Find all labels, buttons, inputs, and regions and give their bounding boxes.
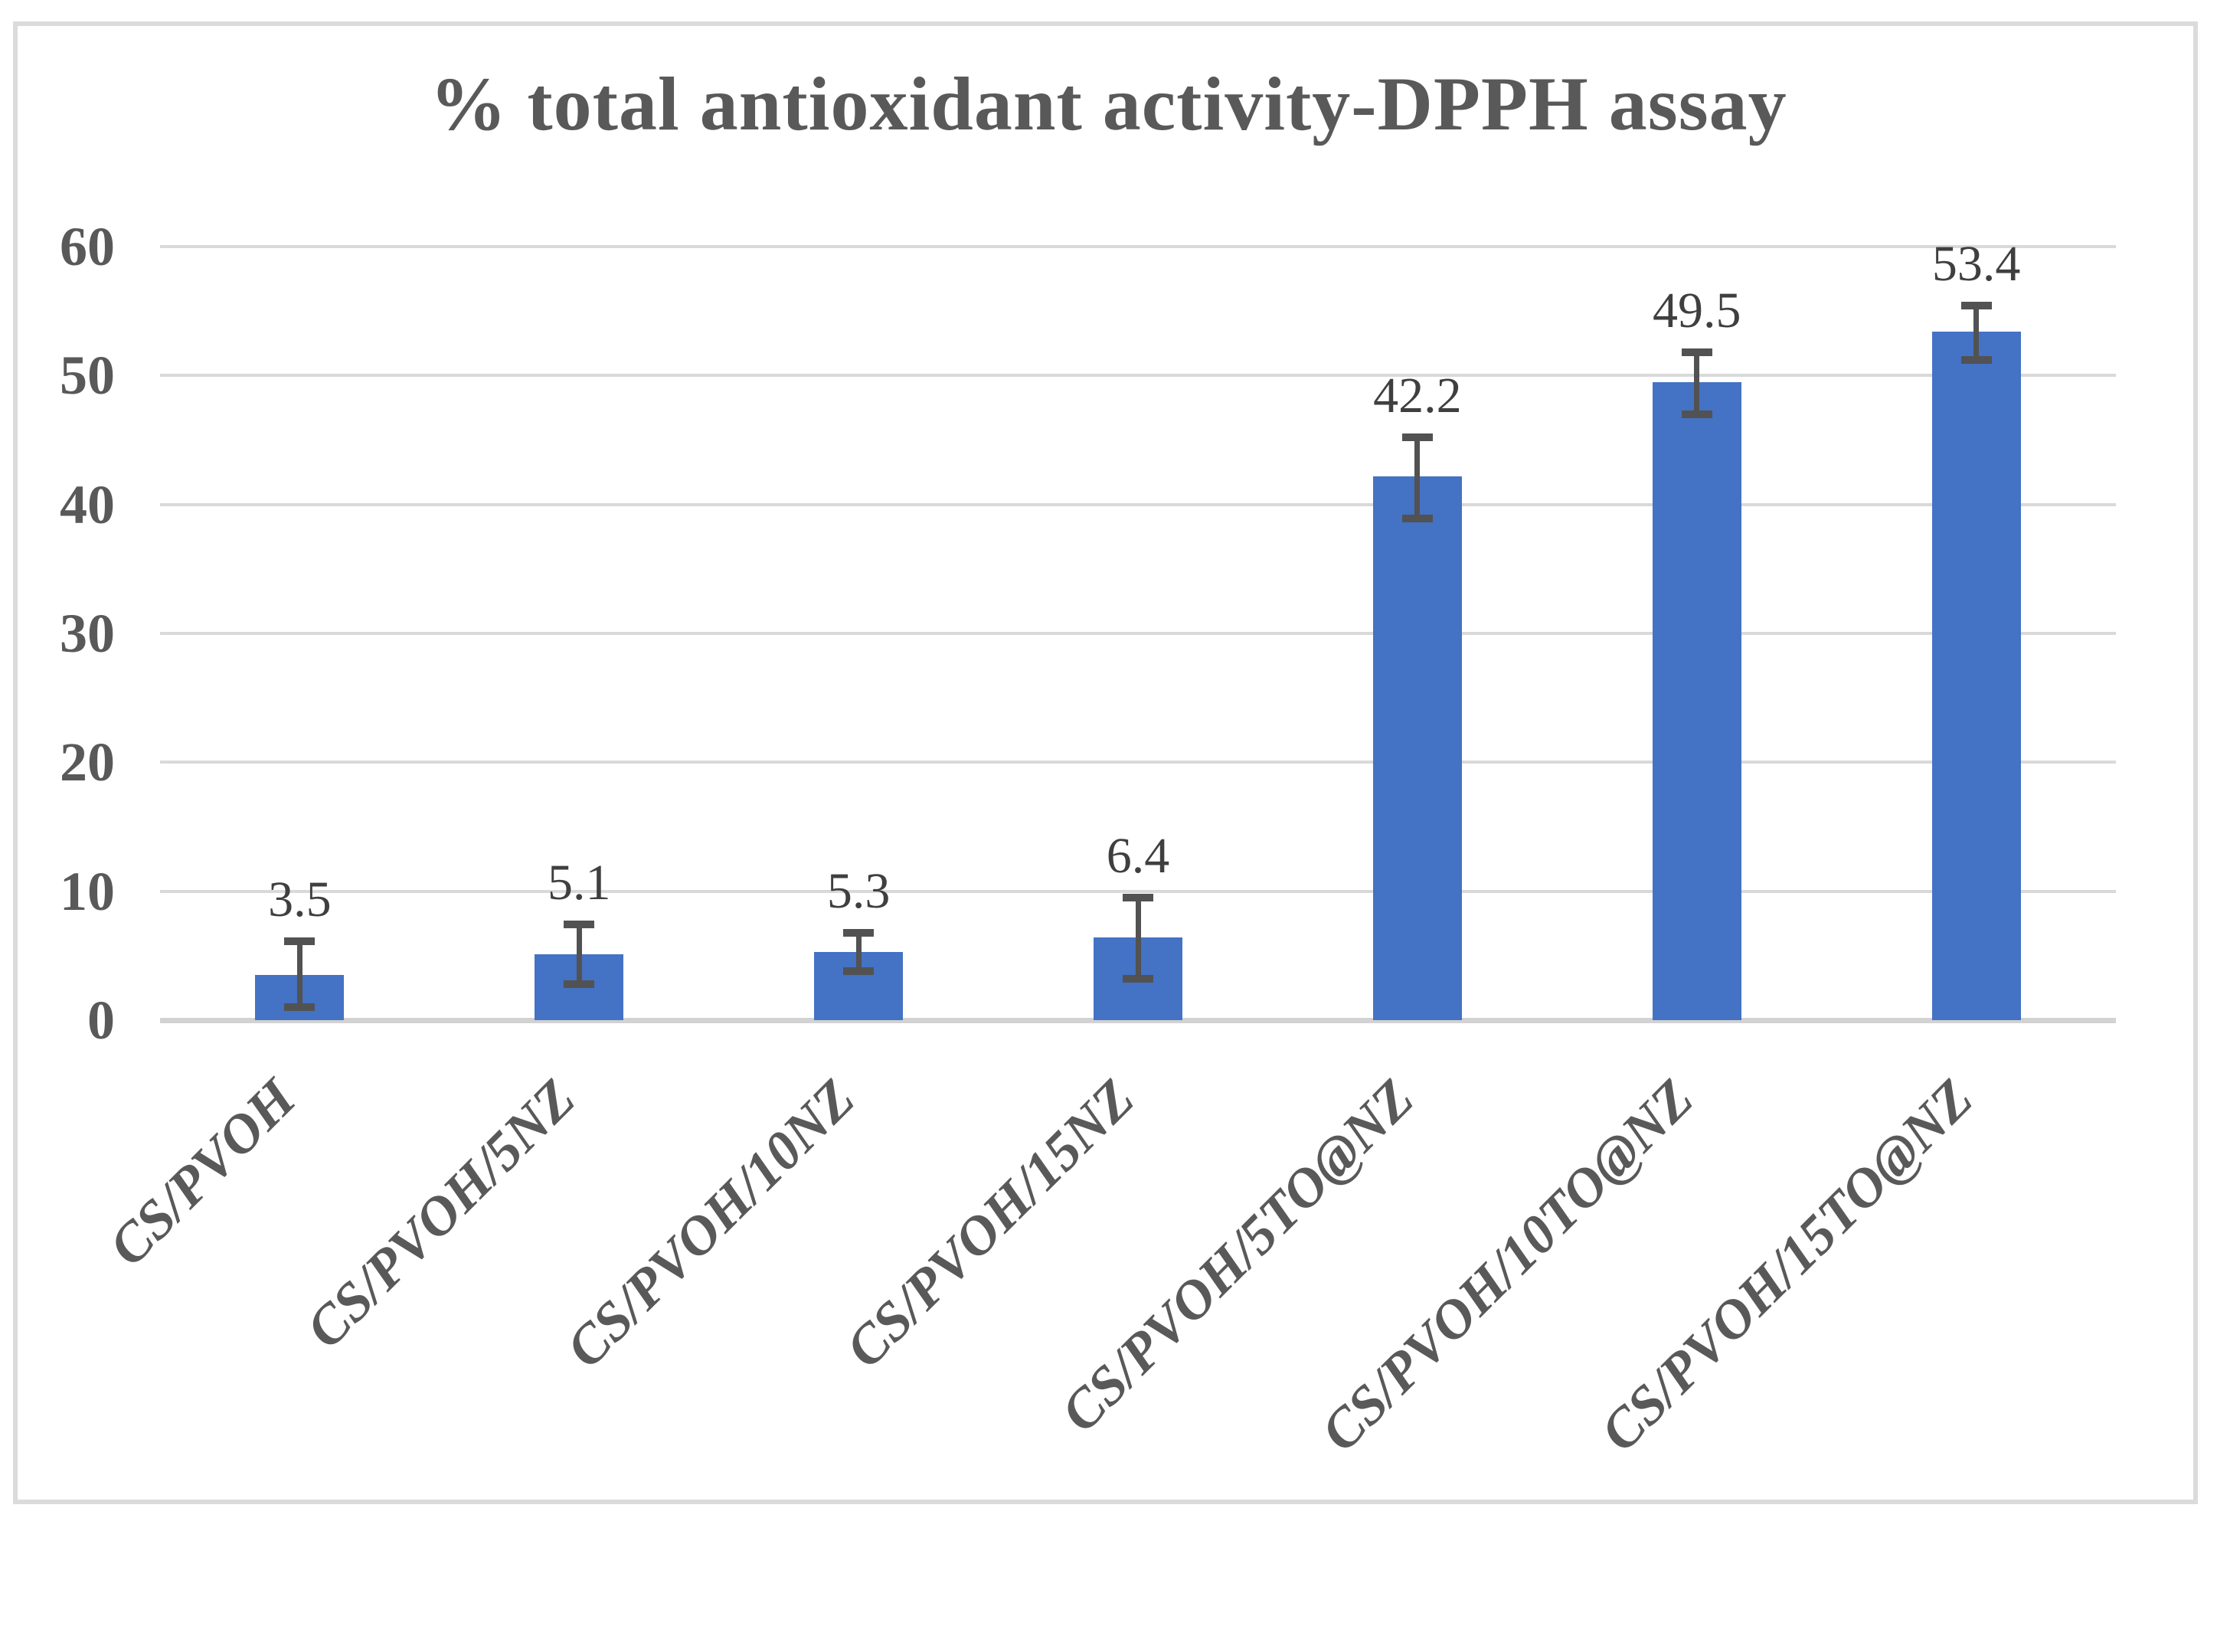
bar bbox=[1652, 381, 1741, 1020]
gridline bbox=[160, 761, 2116, 764]
error-bar-cap-top bbox=[843, 928, 875, 937]
y-tick-label: 10 bbox=[60, 860, 115, 922]
error-bar-line bbox=[855, 932, 862, 972]
error-bar-line bbox=[1135, 898, 1141, 980]
gridline bbox=[160, 374, 2116, 378]
chart-title: % total antioxidant activity-DPPH assay bbox=[430, 61, 1787, 146]
category-label: CS/PVOH/5NZ bbox=[294, 1067, 587, 1360]
error-bar-line bbox=[1414, 437, 1421, 519]
gridline bbox=[160, 889, 2116, 893]
data-label: 5.3 bbox=[826, 862, 891, 919]
bar bbox=[1372, 476, 1462, 1020]
y-tick-label: 20 bbox=[60, 731, 115, 793]
data-label: 6.4 bbox=[1106, 828, 1170, 885]
error-bar-cap-top bbox=[1681, 348, 1712, 357]
gridline bbox=[160, 502, 2116, 506]
data-label: 53.4 bbox=[1931, 236, 2021, 293]
y-tick-label: 40 bbox=[60, 473, 115, 535]
category-label: CS/PVOH/15TO@NZ bbox=[1588, 1067, 1984, 1464]
data-label: 42.2 bbox=[1373, 368, 1462, 424]
error-bar-cap-bottom bbox=[284, 1003, 316, 1012]
data-label: 5.1 bbox=[548, 855, 611, 911]
y-tick-label: 30 bbox=[60, 603, 115, 664]
gridline bbox=[160, 245, 2116, 248]
error-bar-cap-bottom bbox=[1960, 356, 1992, 365]
error-bar-cap-top bbox=[1401, 433, 1433, 442]
error-bar-cap-bottom bbox=[843, 967, 875, 976]
plot-area: 0 10 20 30 40 50 60 3.5 CS/PVOH 5.1 CS/PVOH/5NZ 5.3… bbox=[60, 216, 2116, 1463]
error-bar-cap-bottom bbox=[1401, 515, 1433, 523]
y-tick-label: 60 bbox=[60, 216, 115, 277]
error-bar-cap-bottom bbox=[1123, 975, 1153, 983]
category-label: CS/PVOH/5TO@NZ bbox=[1048, 1067, 1425, 1444]
error-bar-line bbox=[296, 941, 302, 1008]
data-label: 3.5 bbox=[268, 872, 332, 928]
error-bar-line bbox=[1973, 306, 1980, 361]
category-label: CS/PVOH/15NZ bbox=[833, 1067, 1146, 1379]
y-tick-label: 50 bbox=[60, 345, 115, 407]
y-tick-label: 0 bbox=[87, 990, 115, 1051]
error-bar-cap-top bbox=[1960, 302, 1992, 310]
error-bar-cap-top bbox=[284, 937, 316, 946]
data-label: 49.5 bbox=[1652, 283, 1741, 339]
gridline bbox=[160, 632, 2116, 635]
category-label: CS/PVOH/10NZ bbox=[554, 1067, 867, 1379]
error-bar-cap-top bbox=[1123, 894, 1153, 902]
error-bar-line bbox=[576, 924, 582, 984]
category-label: CS/PVOH/10TO@NZ bbox=[1309, 1067, 1705, 1464]
x-axis-line bbox=[160, 1017, 2116, 1023]
error-bar-cap-bottom bbox=[564, 980, 595, 988]
bar bbox=[1931, 332, 2021, 1020]
error-bar-cap-bottom bbox=[1681, 410, 1712, 418]
error-bar-line bbox=[1694, 352, 1700, 414]
error-bar-cap-top bbox=[564, 921, 595, 929]
